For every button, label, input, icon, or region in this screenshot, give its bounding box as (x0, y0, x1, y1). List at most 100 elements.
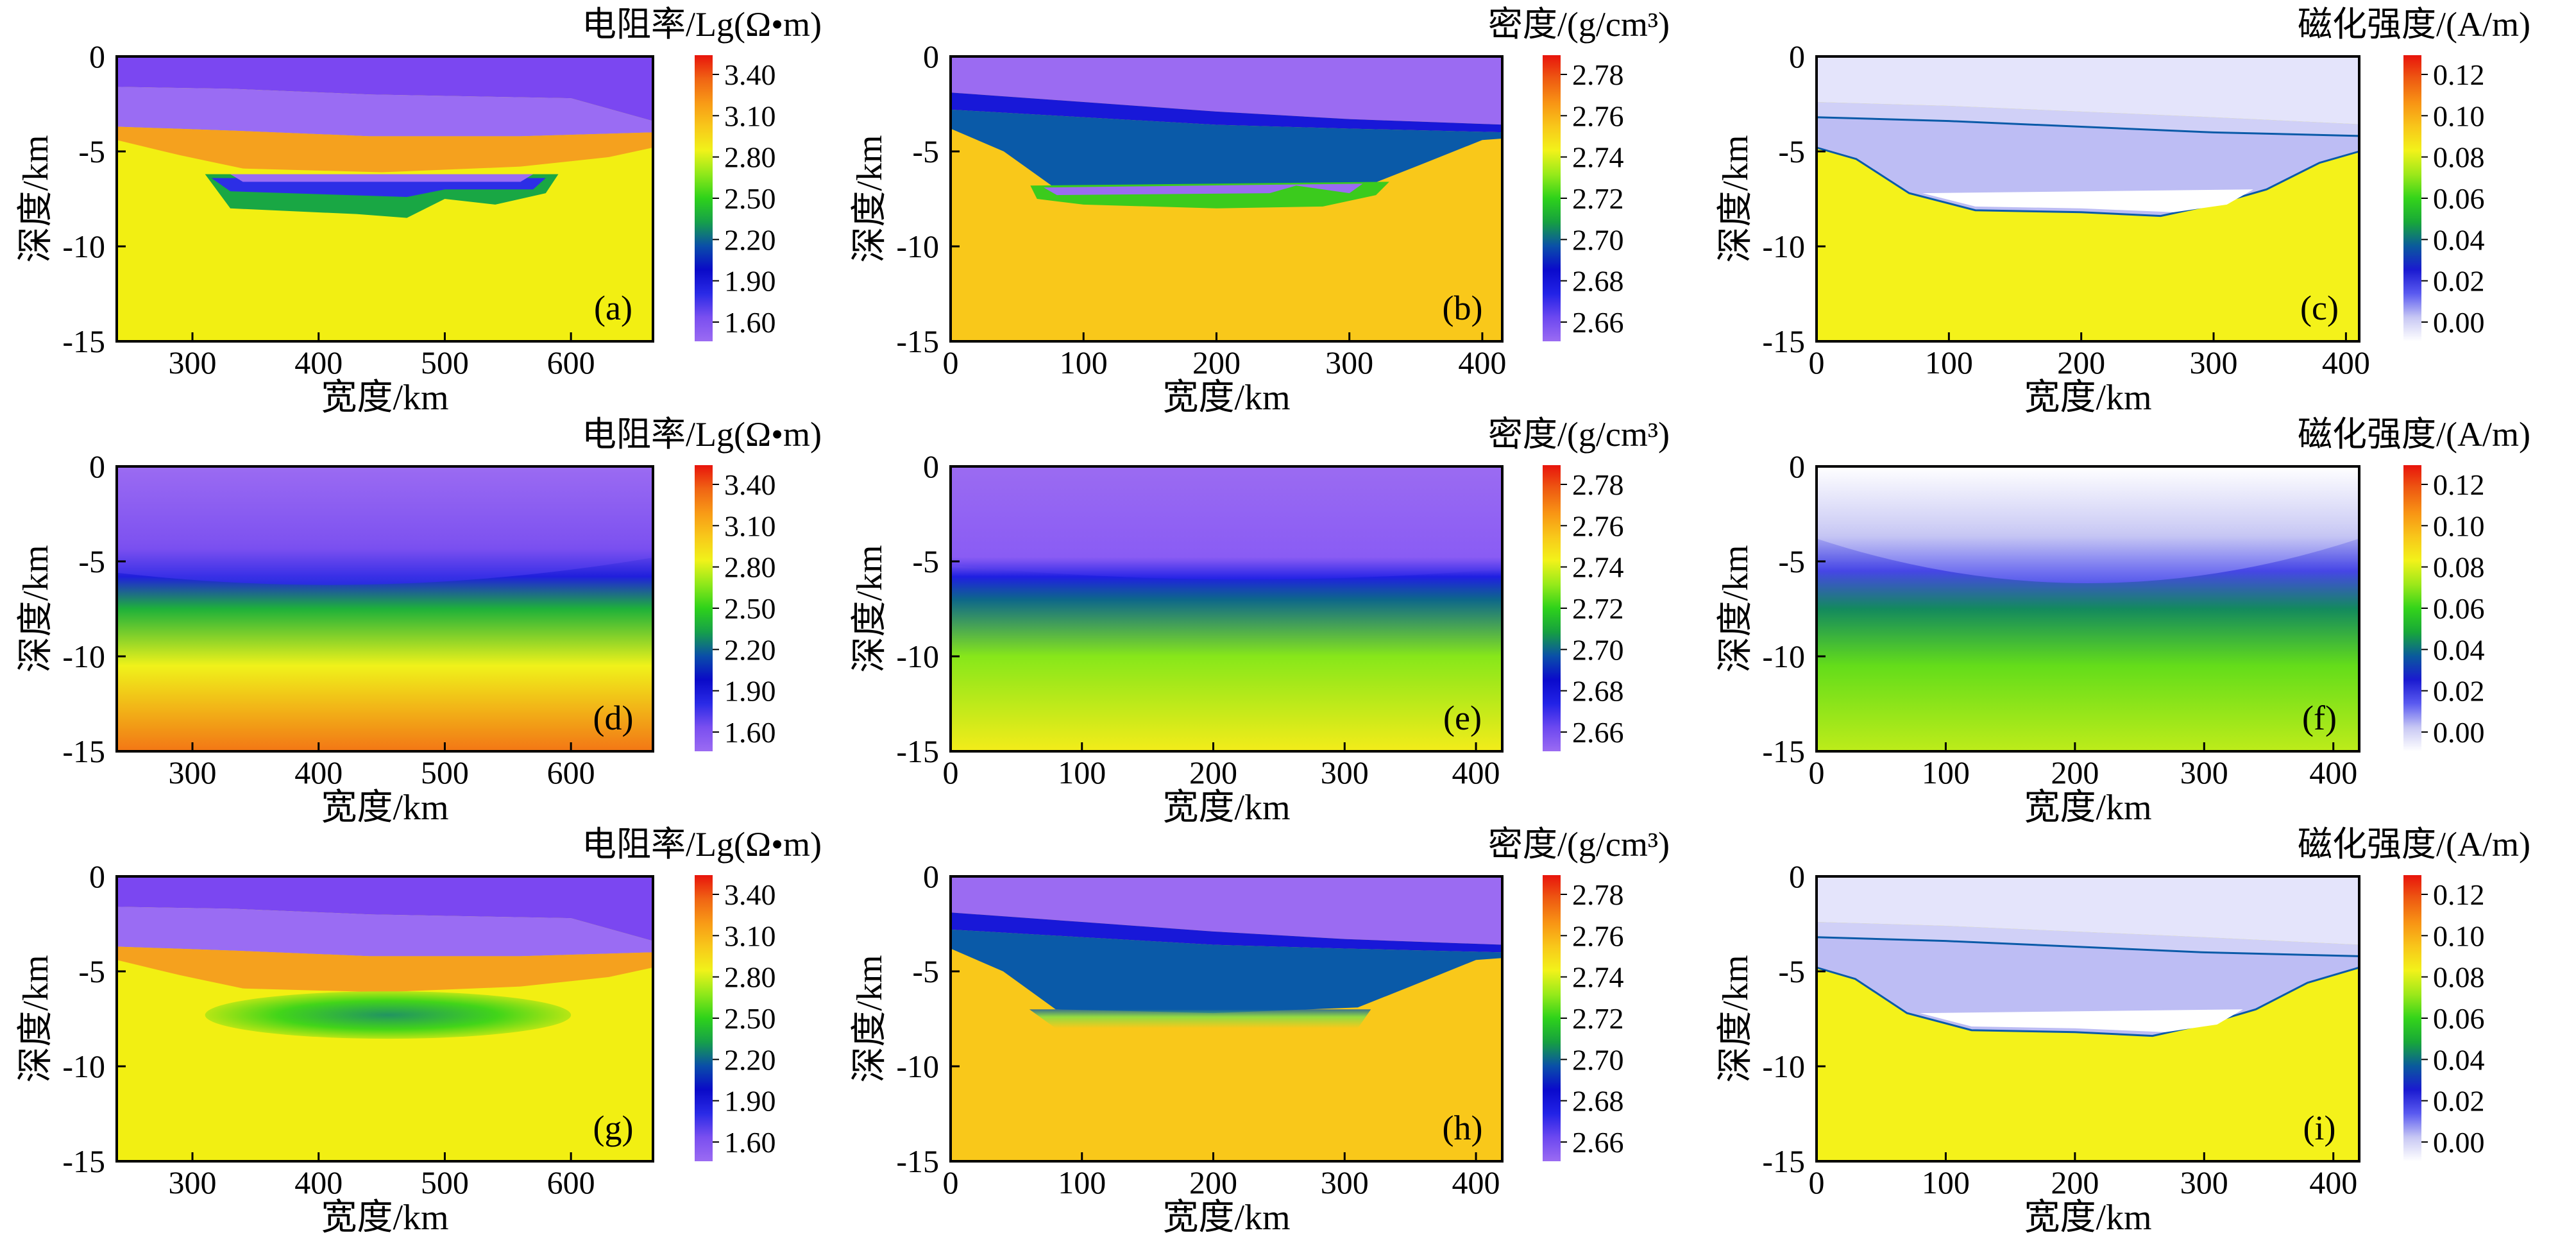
colorbar-tick-label: 1.90 (724, 1085, 776, 1118)
resistivity-orange-layer (117, 946, 653, 993)
panel-label: (c) (2300, 289, 2339, 327)
colorbar-tick-label: 2.80 (724, 961, 776, 994)
x-tick-label: 200 (2051, 1164, 2099, 1200)
panel-label: (a) (594, 289, 632, 327)
resistivity-blue-layer (211, 178, 546, 198)
y-tick-label: 0 (1789, 38, 1805, 74)
resistivity-top-layer (117, 56, 653, 121)
colorbar-tick-label: 2.74 (1572, 551, 1624, 584)
y-tick-label: -15 (896, 733, 939, 769)
colorbar-tick-label: 2.78 (1572, 878, 1624, 911)
y-tick-label: -15 (62, 323, 105, 359)
colorbar-tick-label: 0.06 (2433, 1002, 2485, 1035)
y-tick-label: 0 (89, 448, 105, 484)
colorbar-tick-label: 1.90 (724, 265, 776, 298)
x-tick-label: 300 (169, 345, 217, 380)
y-tick-label: 0 (1789, 448, 1805, 484)
colorbar-tick-label: 2.80 (724, 141, 776, 174)
colorbar-title: 磁化强度/(A/m) (2298, 825, 2530, 864)
x-tick-label: 400 (1452, 754, 1500, 790)
density-blue-green-layer (951, 929, 1502, 1014)
density-blue-green-layer (951, 109, 1502, 194)
colorbar-tick-label: 3.10 (724, 99, 776, 132)
panel-g: 300 400 500 600 0 -5 -10 -15 宽度/km 深度/km (g) 3.40 3.… (16, 825, 822, 1238)
y-tick-label: -15 (1762, 323, 1805, 359)
x-tick-label: 200 (1189, 1164, 1237, 1200)
plot-frame (115, 55, 654, 343)
y-axis-label: 深度/km (16, 545, 56, 672)
density-smooth-transition (1029, 1009, 1371, 1028)
colorbar-tick-label: 0.10 (2433, 919, 2485, 952)
panel-label: (h) (1443, 1109, 1483, 1147)
magnetization-upper-layer (1817, 922, 2359, 957)
y-tick-label: 0 (1789, 858, 1805, 894)
density-top-layer (951, 876, 1502, 945)
x-tick-label: 300 (1321, 754, 1369, 790)
y-tick-label: 0 (923, 448, 939, 484)
colorbar-title: 电阻率/Lg(Ω•m) (582, 825, 822, 864)
colorbar-tick-label: 0.12 (2433, 878, 2485, 911)
plot-area (117, 876, 653, 1161)
plot-frame (949, 875, 1504, 1163)
colorbar (1543, 55, 1561, 341)
y-axis-label: 深度/km (850, 955, 890, 1082)
panel-label: (b) (1443, 289, 1483, 327)
colorbar-title: 电阻率/Lg(Ω•m) (582, 5, 822, 44)
colorbar-tick-label: 2.72 (1572, 182, 1624, 215)
x-tick-label: 300 (1325, 345, 1373, 380)
colorbar-tick-label: 0.00 (2433, 716, 2485, 749)
colorbar-tick-label: 2.20 (724, 633, 776, 666)
x-tick-label: 400 (2309, 1164, 2357, 1200)
y-tick-label: -15 (62, 733, 105, 769)
x-tick-label: 600 (547, 754, 595, 790)
x-axis-label: 宽度/km (1162, 378, 1290, 418)
x-tick-label: 300 (1321, 1164, 1369, 1200)
colorbar-tick-label: 2.72 (1572, 1002, 1624, 1035)
panel-a: 300 400 500 600 0 -5 -10 -15 宽度/km 深度/km (a) 3.40 3.… (16, 5, 822, 418)
y-tick-label: -5 (78, 543, 105, 579)
colorbar-title: 密度/(g/cm³) (1488, 825, 1670, 864)
magnetization-white-lens (1920, 1009, 2243, 1032)
y-tick-label: -5 (78, 953, 105, 989)
y-axis-label: 深度/km (850, 545, 890, 672)
colorbar-tick-label: 0.00 (2433, 306, 2485, 339)
x-tick-label: 200 (2057, 345, 2105, 380)
panel-e: 0 100 200 300 400 0 -5 -10 -15 宽度/km 深度/km (e) 2.78 2… (850, 415, 1670, 828)
x-axis-label: 宽度/km (1162, 788, 1290, 828)
colorbar-tick-label: 0.10 (2433, 509, 2485, 542)
colorbar-tick-label: 2.70 (1572, 223, 1624, 256)
plot-frame (1815, 55, 2360, 343)
colorbar-tick-label: 2.70 (1572, 633, 1624, 666)
colorbar-tick-label: 0.08 (2433, 141, 2485, 174)
colorbar-title: 磁化强度/(A/m) (2298, 415, 2530, 454)
plot-area (117, 56, 653, 341)
x-tick-label: 0 (1809, 1164, 1825, 1200)
colorbar-tick-label: 2.66 (1572, 1126, 1624, 1159)
resistivity-second-layer (117, 87, 653, 137)
colorbar-tick-label: 0.12 (2433, 58, 2485, 91)
colorbar-tick-label: 0.04 (2433, 633, 2485, 666)
colorbar-title: 密度/(g/cm³) (1488, 5, 1670, 44)
x-axis-label: 宽度/km (321, 378, 448, 418)
colorbar-tick-label: 2.50 (724, 182, 776, 215)
x-tick-label: 400 (1458, 345, 1506, 380)
x-tick-label: 300 (169, 1164, 217, 1200)
plot-area (951, 56, 1502, 341)
colorbar-tick-label: 0.02 (2433, 675, 2485, 708)
colorbar-tick-label: 0.08 (2433, 551, 2485, 584)
y-axis-label: 深度/km (1716, 955, 1756, 1082)
y-tick-label: -15 (1762, 733, 1805, 769)
plot-area (1817, 876, 2359, 1161)
magnetization-upper-layer (1817, 102, 2359, 136)
y-tick-label: -10 (1762, 1048, 1805, 1084)
colorbar (2403, 875, 2421, 1161)
resistivity-violet-lens (230, 174, 534, 182)
resistivity-smooth-anomaly (205, 991, 572, 1039)
x-axis-label: 宽度/km (2024, 1198, 2151, 1238)
colorbar-tick-label: 2.20 (724, 1043, 776, 1076)
y-tick-label: 0 (89, 858, 105, 894)
x-tick-label: 300 (2180, 754, 2228, 790)
x-tick-label: 100 (1922, 754, 1970, 790)
colorbar-tick-label: 3.10 (724, 509, 776, 542)
